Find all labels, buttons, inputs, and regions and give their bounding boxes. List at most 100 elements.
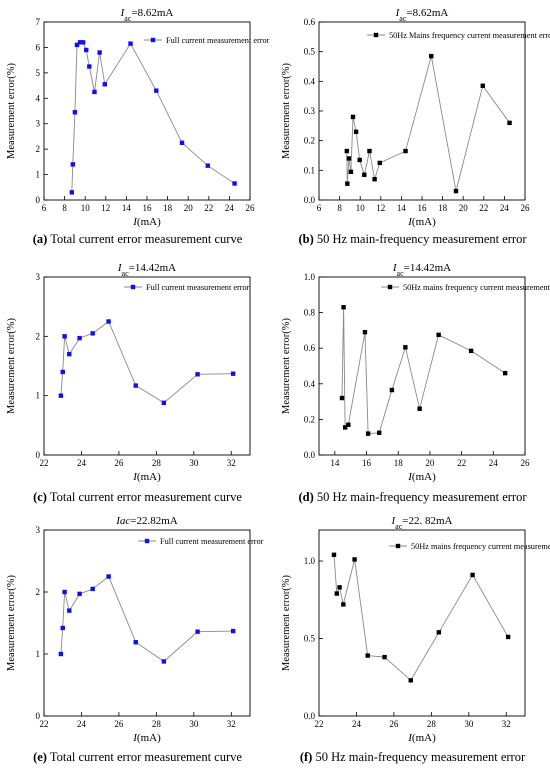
- data-point: [106, 319, 111, 324]
- y-tick-label: 0.1: [304, 165, 315, 175]
- x-tick-label: 12: [376, 203, 385, 213]
- plot-frame: [43, 529, 251, 717]
- x-tick-label: 22: [40, 458, 49, 468]
- legend-marker: [144, 538, 150, 544]
- x-tick-label: 24: [225, 203, 235, 213]
- chart-svg-d: Iac=14.42mA 14 16 18 20 22 24 26 0.0 0.2 0.4 0.6 0.8…: [281, 262, 550, 483]
- data-point: [62, 589, 67, 595]
- x-tick-label: 26: [114, 458, 124, 468]
- data-point: [429, 53, 434, 59]
- y-tick-label: 0.0: [304, 195, 316, 205]
- data-point: [133, 640, 138, 645]
- data-point: [408, 678, 413, 683]
- data-point: [403, 148, 408, 154]
- y-tick-label: 0.2: [304, 414, 315, 424]
- y-tick-label: 3: [36, 525, 41, 535]
- x-axis-label: I(mA): [132, 471, 161, 483]
- x-tick-label: 22: [457, 458, 466, 468]
- data-point: [67, 351, 72, 357]
- data-point: [377, 430, 382, 435]
- x-tick-label: 6: [317, 203, 322, 213]
- legend-marker: [395, 543, 401, 549]
- legend: 50Hz mains frequency current measurement…: [389, 542, 550, 551]
- chart-title: Iac=22.82mA: [115, 515, 178, 527]
- data-point: [87, 64, 92, 69]
- data-point: [365, 653, 370, 658]
- data-point: [58, 651, 64, 657]
- data-point: [365, 431, 371, 436]
- y-axis-label: Measurement error(%): [6, 575, 17, 671]
- chart-svg-e: Iac=22.82mA 22 24 26 28 30 32 0 1 2 3 I(mA) Measurem…: [6, 515, 264, 744]
- chart-panel-a: Iac=8.62mA 6 8 10 12 14 16 18 20 22 24 26 0 1 2 3 4 5 6 7 I(…: [0, 0, 275, 257]
- x-tick-label: 18: [394, 458, 404, 468]
- data-point: [341, 602, 346, 607]
- x-tick-label: 22: [204, 203, 213, 213]
- data-point: [367, 148, 372, 154]
- chart-title: Iac=14.42mA: [117, 262, 176, 278]
- chart-title: Iac=22. 82mA: [391, 515, 453, 531]
- y-tick-label: 0: [36, 711, 41, 721]
- y-axis-label: Measurement error(%): [281, 318, 292, 414]
- x-tick-label: 20: [425, 458, 435, 468]
- panel-caption: (e) Total current error measurement curv…: [0, 750, 275, 765]
- x-tick-label: 14: [397, 203, 407, 213]
- data-point: [69, 190, 75, 195]
- data-point: [331, 552, 337, 557]
- data-point: [468, 348, 474, 354]
- data-point: [480, 83, 485, 88]
- chart-svg-c: Iac=14.42mA 22 24 26 28 30 32 0 1 2 3 I(mA) Measurem…: [6, 262, 251, 483]
- x-axis-label: I(mA): [132, 216, 161, 228]
- series-line: [60, 320, 234, 404]
- y-tick-label: 0.2: [304, 136, 315, 146]
- legend-marker: [150, 37, 156, 43]
- data-point: [389, 387, 395, 393]
- legend-marker: [387, 284, 393, 290]
- y-tick-label: 2: [36, 587, 41, 597]
- data-point: [502, 370, 508, 376]
- x-axis-label: I(mA): [407, 471, 436, 483]
- y-tick-label: 3: [36, 119, 41, 129]
- x-tick-label: 10: [81, 203, 91, 213]
- chart-panel-e: Iac=22.82mA 22 24 26 28 30 32 0 1 2 3 I(mA) Measurem…: [0, 514, 275, 771]
- data-point: [382, 654, 387, 660]
- y-tick-label: 7: [36, 17, 41, 27]
- x-tick-label: 32: [502, 719, 511, 729]
- x-tick-label: 28: [152, 719, 162, 729]
- data-point: [77, 335, 82, 341]
- data-point: [436, 630, 442, 635]
- x-tick-label: 20: [459, 203, 469, 213]
- y-tick-label: 1: [36, 170, 41, 180]
- data-point: [62, 334, 67, 339]
- x-tick-label: 24: [77, 719, 87, 729]
- y-tick-label: 0.3: [304, 106, 316, 116]
- y-tick-label: 0: [36, 195, 41, 205]
- legend-marker: [130, 284, 136, 290]
- legend-label: Full current measurement error: [166, 36, 270, 45]
- legend-label: 50Hz Mains frequency current measurement…: [389, 31, 550, 40]
- panel-caption: (f) 50 Hz main-frequency measurement err…: [275, 750, 550, 765]
- data-point: [205, 163, 210, 168]
- panel-caption: (b) 50 Hz main-frequency measurement err…: [275, 232, 550, 247]
- data-point: [362, 172, 367, 177]
- y-tick-label: 3: [36, 272, 41, 282]
- panel-caption: (a) Total current error measurement curv…: [0, 232, 275, 247]
- chart-svg-f: Iac=22. 82mA 22 24 26 28 30 32 0.0 0.5 1.0 I(mA) Me…: [281, 515, 550, 744]
- data-point: [161, 400, 167, 405]
- x-tick-label: 22: [315, 719, 324, 729]
- x-tick-label: 6: [42, 203, 47, 213]
- panel-label: (d): [298, 490, 314, 504]
- x-tick-label: 24: [500, 203, 510, 213]
- plot-frame: [318, 529, 526, 717]
- x-tick-label: 8: [337, 203, 342, 213]
- y-axis-label: Measurement error(%): [281, 575, 292, 671]
- data-point: [161, 659, 167, 664]
- y-tick-label: 0.5: [304, 47, 316, 57]
- y-tick-label: 1: [36, 391, 41, 401]
- plot-frame: [43, 276, 251, 456]
- data-point: [70, 162, 76, 167]
- y-tick-label: 0: [36, 450, 41, 460]
- data-point: [97, 50, 102, 55]
- data-point: [372, 177, 377, 182]
- series-line: [71, 41, 235, 193]
- chart-title: Iac=8.62mA: [395, 7, 449, 23]
